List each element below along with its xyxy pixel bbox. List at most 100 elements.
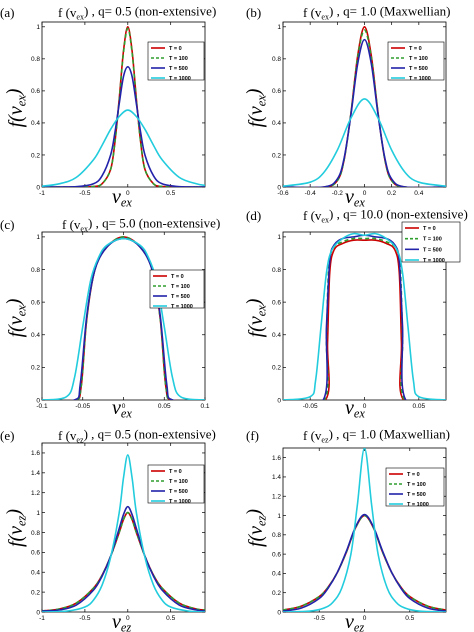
series-line-2 (42, 27, 205, 187)
y-tick-label: 0.6 (31, 299, 40, 306)
legend-label: T = 100 (169, 479, 188, 485)
series-line-3 (42, 237, 205, 400)
legend-label: T = 500 (169, 489, 188, 495)
legend: T = 0 T = 100 T = 500 T = 1000 (147, 464, 205, 505)
legend: T = 0 T = 100 T = 500 T = 1000 (401, 221, 461, 264)
y-tick-label: 1 (277, 234, 281, 241)
x-tick-label: 0 (122, 403, 126, 410)
chart-panel-3: -0.1 -0.05 0 0.05 0.100.20.40.60.81T = 0T = … (0, 216, 220, 421)
series-line-1 (42, 236, 205, 400)
x-tick-label: 0 (363, 190, 367, 197)
y-tick-label: 1.4 (272, 474, 281, 481)
legend-label: T = 100 (169, 56, 188, 62)
legend-label: T = 500 (169, 66, 188, 72)
legend-label: T = 500 (171, 294, 190, 300)
y-tick-label: 0.2 (272, 152, 281, 159)
y-tick-label: 0.6 (31, 88, 40, 95)
series-line-3 (42, 66, 205, 187)
x-tick-label: -0.05 (75, 403, 90, 410)
x-tick-label: 0.1 (200, 403, 209, 410)
legend: T = 0 T = 100 T = 500 T = 1000 (387, 41, 445, 82)
y-tick-label: 0.2 (272, 365, 281, 372)
x-tick-label: 0.5 (166, 190, 175, 197)
legend-label: T = 0 (169, 469, 182, 475)
y-tick-label: 1 (277, 24, 281, 31)
y-axis-label: f(vex​) (243, 88, 269, 127)
x-axis-label: vez​ (345, 611, 364, 632)
y-tick-label: 0.2 (31, 589, 40, 596)
series-line-3 (283, 513, 446, 612)
panel-label: (a) (0, 5, 14, 20)
y-axis-label: f(vez​) (243, 509, 269, 547)
y-tick-label: 0.8 (31, 56, 40, 63)
series-line-1 (283, 239, 446, 400)
series-line-3 (283, 38, 446, 187)
x-tick-label: -0.2 (332, 190, 344, 197)
y-tick-label: 0.2 (272, 590, 281, 597)
y-tick-label: 0 (36, 609, 40, 616)
y-axis-label: f(vex​) (3, 88, 29, 127)
panel-label: (d) (246, 208, 261, 223)
legend-label: T = 1000 (171, 304, 193, 310)
legend-label: T = 100 (171, 284, 190, 290)
y-tick-label: 1.6 (31, 450, 40, 457)
x-axis-label: vex​ (112, 186, 132, 209)
series-line-4 (283, 98, 446, 187)
x-tick-label: -1 (39, 190, 45, 197)
legend: T = 0 T = 100 T = 500 T = 1000 (385, 467, 445, 508)
plot-frame (41, 231, 206, 401)
panel-title: f (vex​) , q= 1.0 (Maxwellian) (303, 4, 450, 22)
y-tick-label: 1.2 (31, 490, 40, 497)
legend-label: T = 1000 (169, 499, 191, 505)
y-tick-label: 1.2 (272, 494, 281, 501)
x-tick-label: -1 (39, 615, 45, 622)
x-tick-label: 0 (363, 403, 367, 410)
series-line-4 (42, 109, 205, 187)
legend-label: T = 500 (407, 492, 426, 498)
plot-frame (41, 442, 206, 613)
x-tick-label: -0.5 (79, 190, 91, 197)
legend-label: T = 100 (407, 482, 426, 488)
panel-title: f (vex​) , q= 0.5 (non-extensive) (58, 4, 216, 22)
y-tick-label: 1 (36, 24, 40, 31)
chart-panel-6: -0.5 0 0.500.20.40.60.811.21.41.6T = 0T = … (243, 427, 450, 632)
panel-label: (f) (246, 428, 259, 443)
legend: T = 0 T = 100 T = 500 T = 1000 (147, 41, 205, 82)
x-tick-label: 0.5 (166, 615, 175, 622)
panel-label: (b) (246, 5, 261, 20)
legend-label: T = 1000 (169, 76, 191, 82)
legend-label: T = 0 (169, 46, 182, 52)
legend-label: T = 0 (407, 472, 420, 478)
x-tick-label: -0.5 (79, 615, 91, 622)
series-line-2 (42, 511, 205, 612)
series-line-2 (283, 237, 446, 400)
panel-title: f (vez​) , q= 0.5 (non-extensive) (58, 427, 216, 445)
x-tick-label: 0 (126, 190, 130, 197)
x-axis-label: vex​ (345, 397, 365, 420)
y-tick-label: 1 (277, 513, 281, 520)
y-axis-label: f(vex​) (3, 298, 29, 337)
series-line-1 (42, 511, 205, 612)
y-tick-label: 0.4 (272, 332, 281, 339)
legend-label: T = 0 (171, 274, 184, 280)
x-tick-label: 0 (363, 615, 367, 622)
y-tick-label: 0.6 (272, 88, 281, 95)
y-tick-label: 1 (36, 234, 40, 241)
y-tick-label: 0.4 (31, 120, 40, 127)
legend-label: T = 500 (409, 66, 428, 72)
series-line-2 (42, 236, 205, 400)
y-tick-label: 0 (36, 184, 40, 191)
series-line-2 (283, 29, 446, 187)
y-tick-label: 0.6 (272, 551, 281, 558)
y-tick-label: 0.8 (31, 267, 40, 274)
legend-label: T = 1000 (423, 258, 445, 264)
x-tick-label: -0.1 (36, 403, 48, 410)
series-line-2 (283, 514, 446, 611)
x-tick-label: 0.4 (414, 190, 423, 197)
x-tick-label: 0.05 (413, 403, 426, 410)
legend-label: T = 100 (409, 56, 428, 62)
y-tick-label: 0.4 (272, 120, 281, 127)
